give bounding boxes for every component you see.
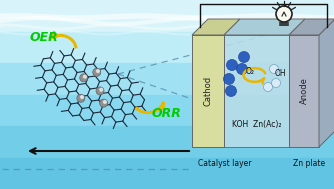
Circle shape bbox=[238, 51, 249, 63]
Circle shape bbox=[270, 64, 279, 74]
Circle shape bbox=[96, 87, 104, 95]
Text: OER: OER bbox=[30, 31, 59, 44]
Bar bbox=[0, 63, 334, 94]
Circle shape bbox=[100, 88, 103, 91]
Circle shape bbox=[77, 94, 85, 102]
Text: KOH  Zn(Ac)₂: KOH Zn(Ac)₂ bbox=[232, 121, 281, 129]
Circle shape bbox=[223, 74, 234, 84]
Text: ORR: ORR bbox=[152, 107, 182, 120]
Circle shape bbox=[276, 6, 292, 22]
Text: Cathod: Cathod bbox=[203, 76, 212, 106]
Circle shape bbox=[81, 96, 84, 98]
Circle shape bbox=[84, 75, 86, 78]
Polygon shape bbox=[289, 35, 319, 147]
Bar bbox=[0, 32, 334, 63]
Circle shape bbox=[236, 64, 247, 74]
Circle shape bbox=[225, 85, 236, 97]
Polygon shape bbox=[289, 19, 334, 35]
Circle shape bbox=[226, 60, 237, 70]
Bar bbox=[0, 157, 334, 189]
Circle shape bbox=[264, 83, 273, 91]
Circle shape bbox=[100, 99, 108, 107]
Text: O₂: O₂ bbox=[246, 67, 255, 77]
Circle shape bbox=[272, 78, 281, 88]
Bar bbox=[0, 0, 334, 32]
Text: OH: OH bbox=[275, 70, 287, 78]
Circle shape bbox=[80, 74, 88, 82]
Circle shape bbox=[93, 68, 101, 76]
Text: Zn plate: Zn plate bbox=[293, 159, 325, 168]
Polygon shape bbox=[224, 35, 289, 147]
Circle shape bbox=[104, 101, 106, 103]
Bar bbox=[0, 94, 334, 126]
Polygon shape bbox=[192, 19, 240, 35]
Circle shape bbox=[97, 70, 99, 73]
Text: Catalyst layer: Catalyst layer bbox=[198, 159, 252, 168]
Text: Anode: Anode bbox=[300, 77, 309, 105]
Polygon shape bbox=[319, 19, 334, 147]
Polygon shape bbox=[224, 19, 305, 35]
Polygon shape bbox=[192, 35, 224, 147]
Bar bbox=[0, 126, 334, 157]
